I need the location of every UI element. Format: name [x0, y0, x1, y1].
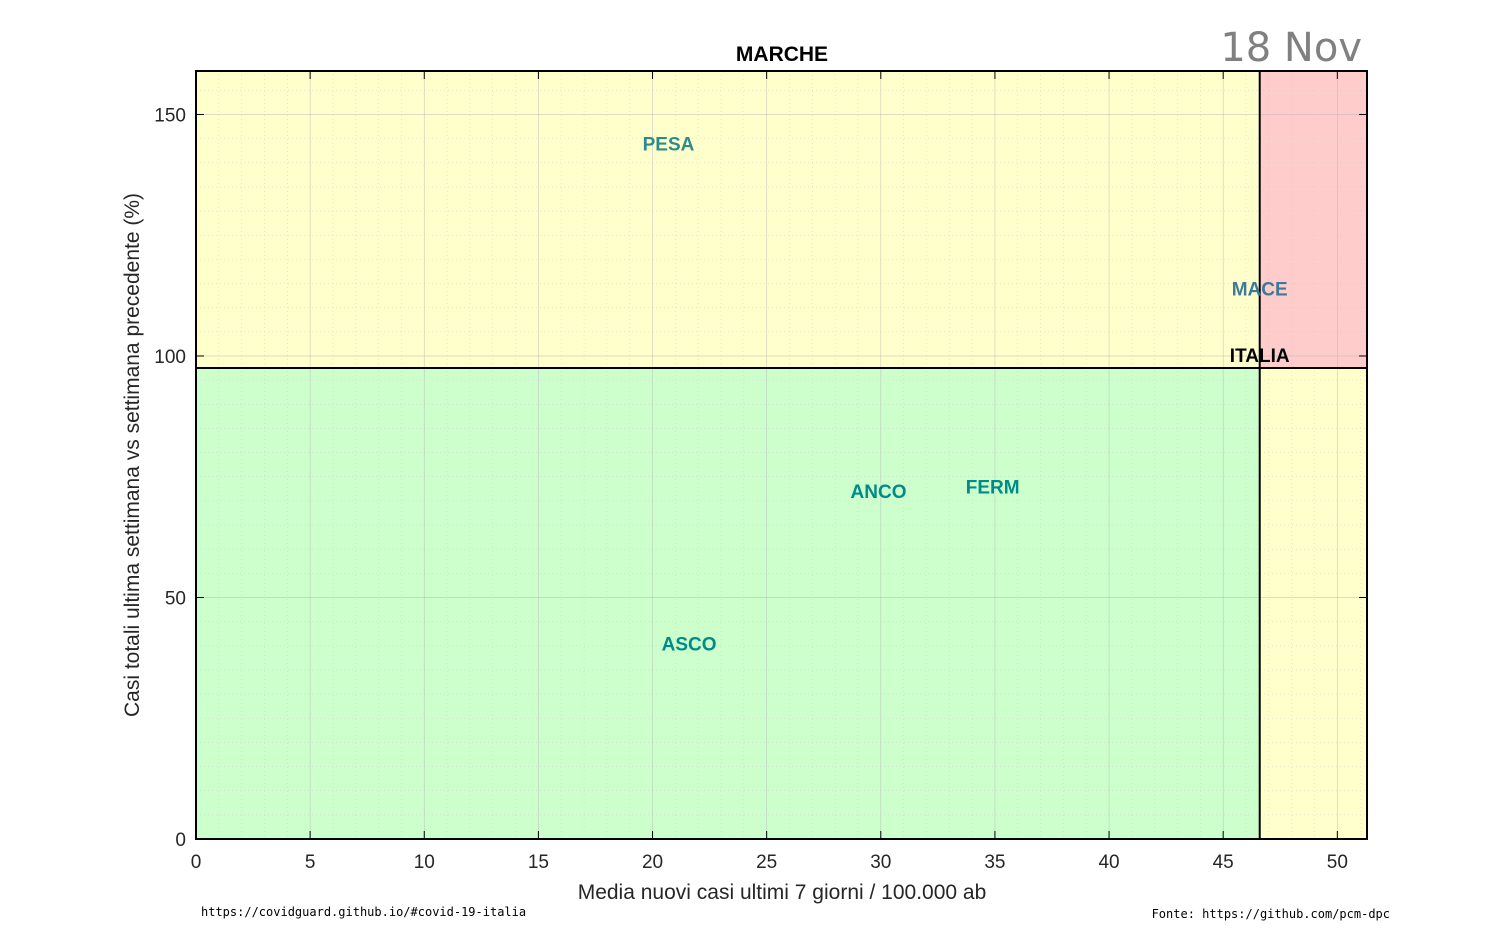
source-link-right: Fonte: https://github.com/pcm-dpc	[1151, 907, 1390, 921]
major-grid	[196, 71, 1367, 839]
x-tick-label: 25	[756, 852, 777, 873]
italia-reference-label: ITALIA	[1230, 346, 1290, 367]
y-tick-label: 150	[154, 105, 186, 126]
point-label-mace: MACE	[1232, 279, 1288, 300]
x-tick-label: 45	[1213, 852, 1234, 873]
x-axis-label: Media nuovi casi ultimi 7 giorni / 100.0…	[578, 881, 987, 904]
x-tick-label: 5	[305, 852, 316, 873]
x-tick-label: 40	[1098, 852, 1119, 873]
tick-labels: 0 5 10 15 20 25 30 35 40 45 50 0 50 100 150	[154, 105, 1348, 873]
zone-top-left	[196, 71, 1260, 369]
zones	[196, 71, 1367, 839]
zone-top-right	[1259, 71, 1367, 369]
zone-bottom-right	[1259, 368, 1367, 839]
source-link-left: https://covidguard.github.io/#covid-19-i…	[201, 905, 527, 919]
x-tick-label: 20	[642, 852, 663, 873]
y-tick-label: 0	[175, 830, 186, 851]
chart-title: MARCHE	[736, 43, 828, 66]
y-tick-label: 50	[165, 588, 186, 609]
reference-lines	[196, 71, 1367, 839]
point-label-anco: ANCO	[851, 482, 907, 503]
minor-grid	[196, 71, 1367, 839]
point-label-pesa: PESA	[643, 134, 695, 155]
x-tick-label: 10	[414, 852, 435, 873]
data-points: PESA MACE ANCO FERM ASCO	[643, 134, 1288, 655]
x-tick-label: 50	[1327, 852, 1348, 873]
x-tick-label: 0	[191, 852, 202, 873]
y-tick-label: 100	[154, 347, 186, 368]
x-tick-label: 15	[528, 852, 549, 873]
date-label: 18 Nov	[1220, 25, 1362, 71]
plot-frame	[195, 70, 1368, 840]
y-axis-label: Casi totali ultima settimana vs settiman…	[121, 193, 144, 717]
point-label-asco: ASCO	[662, 634, 717, 655]
x-tick-label: 35	[984, 852, 1005, 873]
point-label-ferm: FERM	[966, 477, 1020, 498]
axis-ticks	[195, 71, 1367, 840]
zone-bottom-left	[196, 368, 1260, 839]
x-tick-label: 30	[870, 852, 891, 873]
